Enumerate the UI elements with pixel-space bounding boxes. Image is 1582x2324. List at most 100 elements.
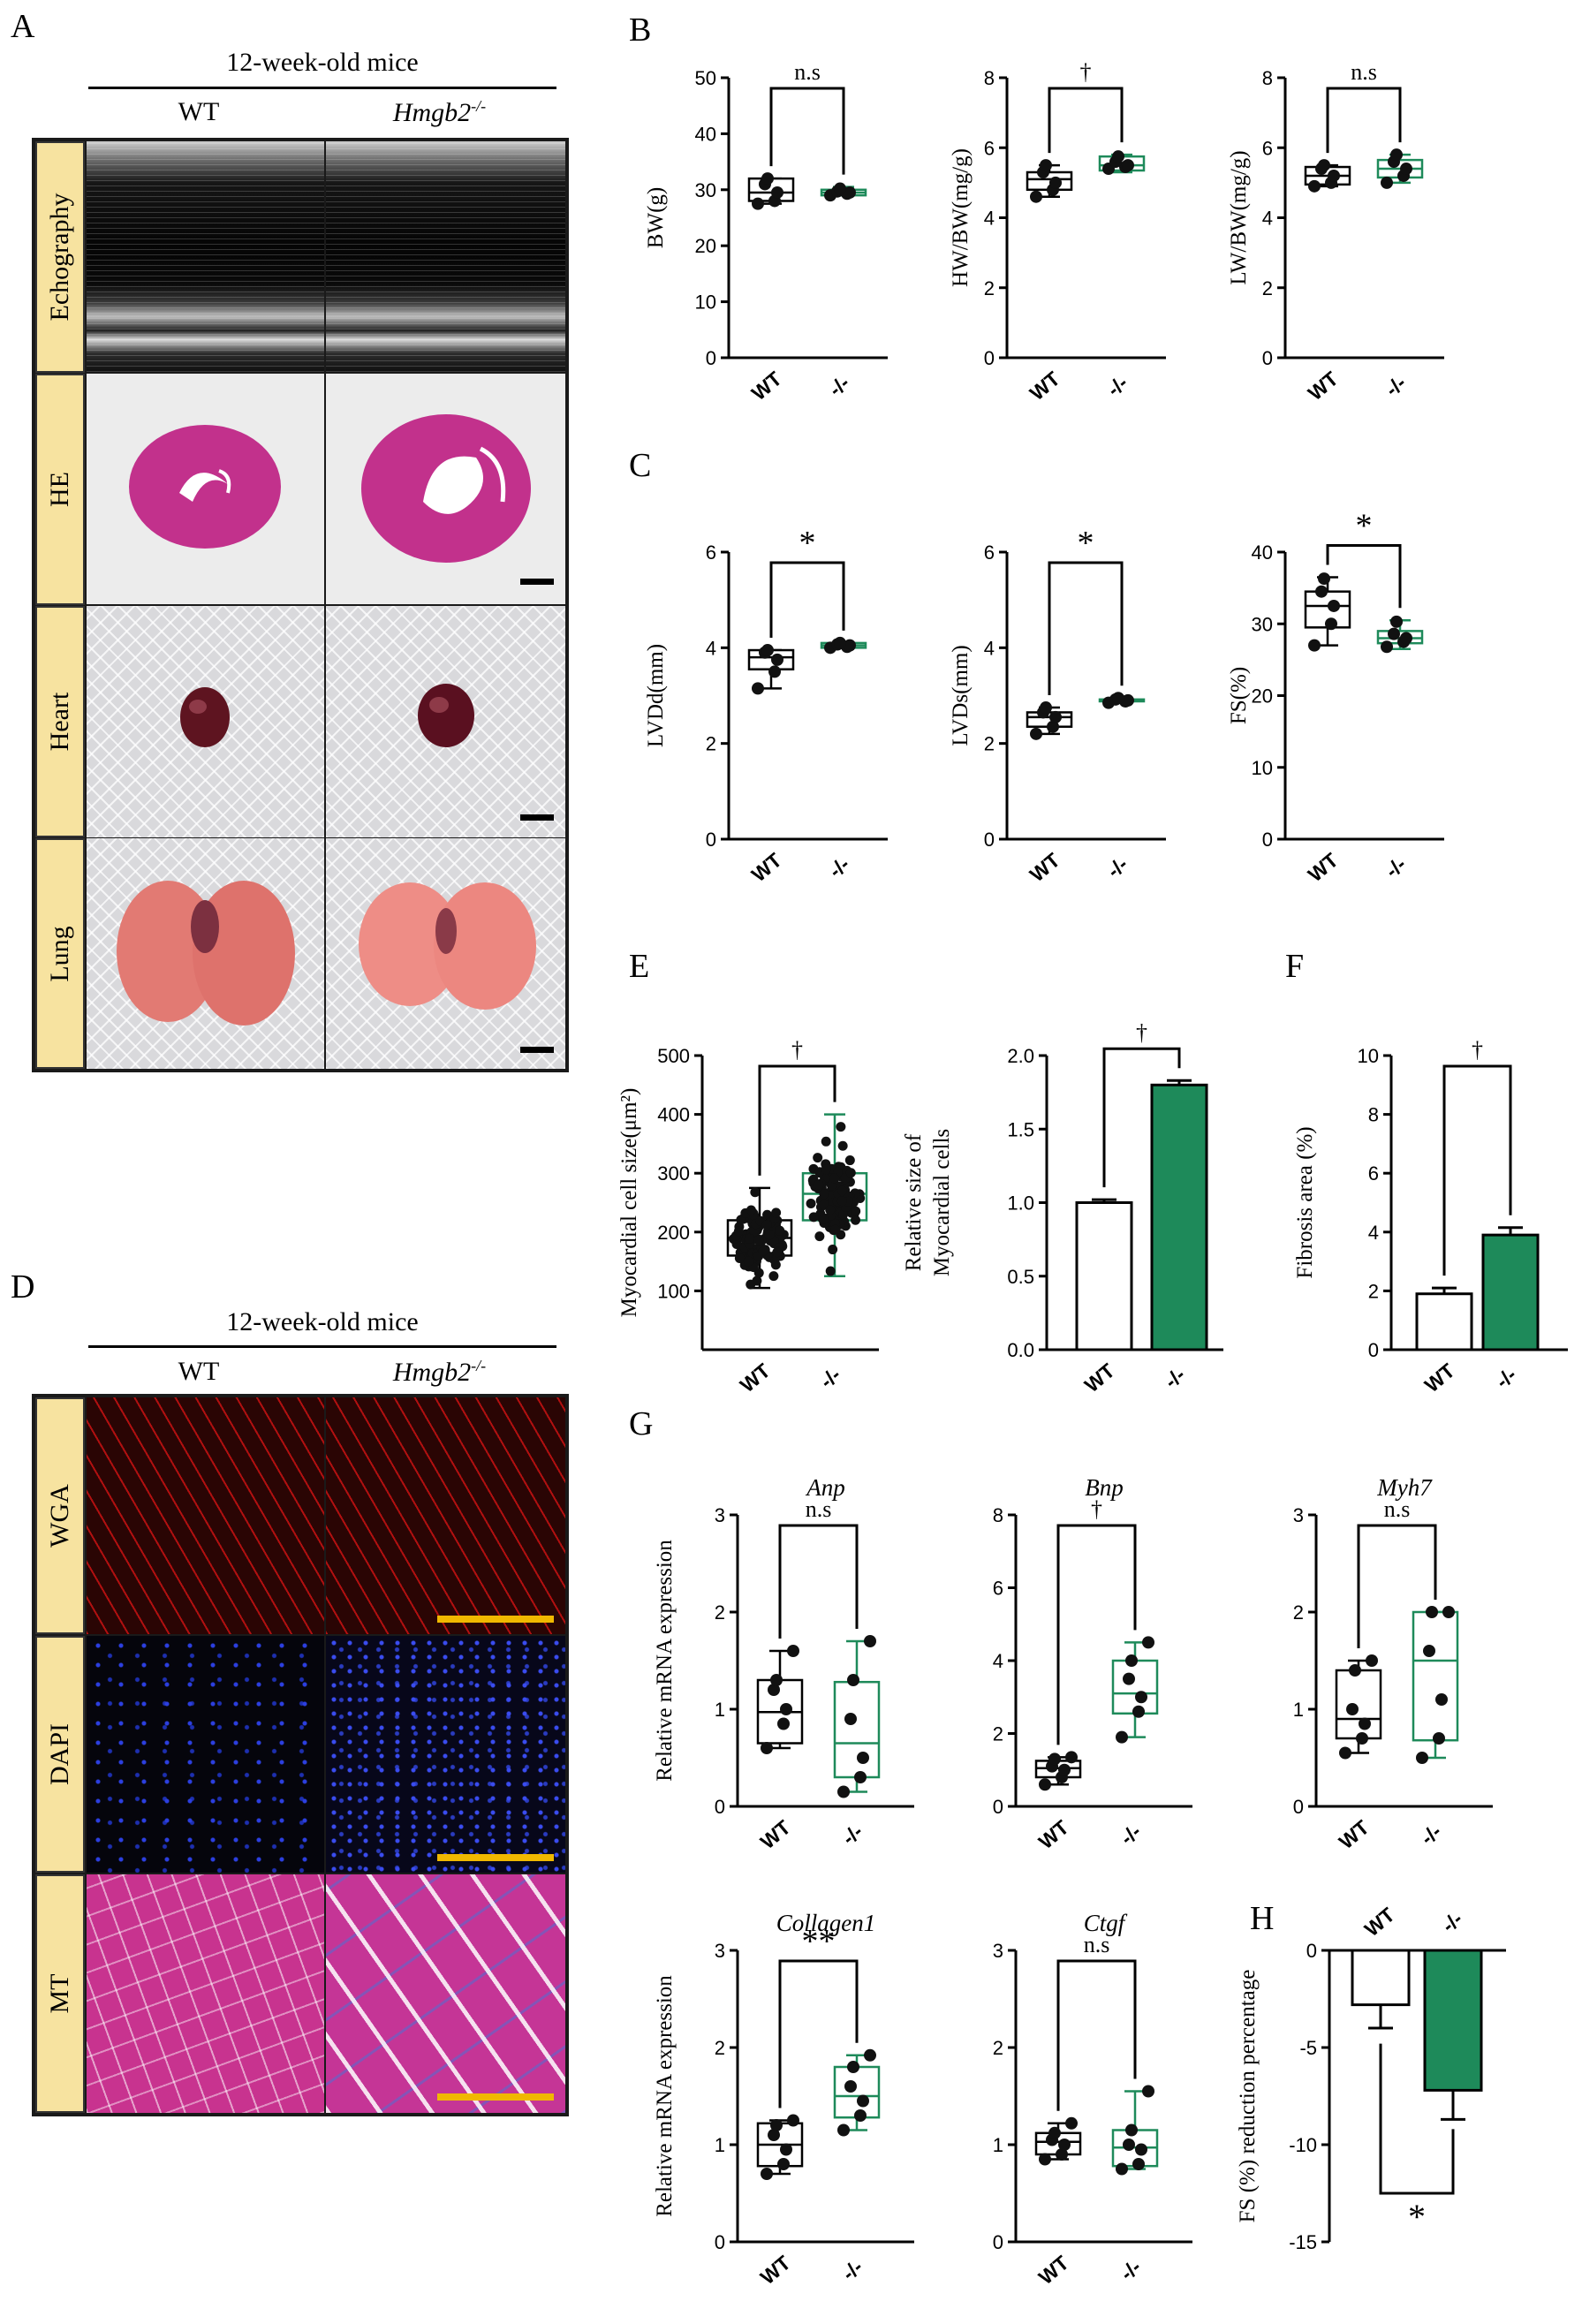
fs-ytick-label: 10: [1252, 757, 1273, 779]
collagen1-box: [833, 2065, 881, 2119]
cellsize-ytick-label: 400: [657, 1104, 690, 1126]
cellsize-point: [746, 1205, 756, 1215]
bnp-point: [1132, 1705, 1145, 1718]
ctgf-point: [1132, 2158, 1145, 2170]
anp-point: [854, 1771, 867, 1783]
collagen1-point: [837, 2123, 850, 2137]
hwbw-point: [1040, 159, 1052, 172]
collagen1-point: [787, 2114, 799, 2127]
cellsize-point: [851, 1206, 861, 1216]
lvdd-point: [761, 644, 774, 657]
fibrosis-ytick-label: 4: [1368, 1222, 1379, 1244]
cellsize-point: [734, 1253, 745, 1264]
lwbw-ytick-label: 6: [1262, 137, 1273, 159]
bnp-ytick-label: 2: [993, 1723, 1003, 1745]
panel-a-header-line: [88, 87, 556, 89]
lvds-ytick-label: 4: [984, 637, 995, 659]
heart-ko-image: [326, 606, 565, 837]
cellsize-sig-label: †: [791, 1037, 803, 1063]
collagen1-sig-bracket: [778, 1959, 859, 2108]
bw-point: [752, 197, 764, 210]
anp-point: [844, 1713, 857, 1725]
bnp-point: [1135, 1691, 1147, 1704]
fibrosis-category-label: WT: [1420, 1359, 1459, 1397]
bw-point: [844, 185, 856, 199]
mt-ko-image: [326, 1874, 565, 2113]
lvds-category-label: WT: [1026, 848, 1064, 886]
lung-wt-image: [87, 838, 324, 1069]
ctgf-point: [1056, 2148, 1068, 2161]
bnp-box: [1111, 1659, 1159, 1715]
hwbw-category-label: -/-: [1102, 371, 1132, 401]
ctgf-category-label: WT: [1034, 2251, 1073, 2289]
lwbw-point: [1390, 148, 1403, 162]
fs-sig-label: *: [1356, 507, 1373, 544]
myh7-point: [1346, 1703, 1359, 1715]
fs-point: [1388, 627, 1400, 640]
bw-ylabel: BW(g): [644, 187, 668, 248]
fibrosis-category-label: -/-: [1491, 1363, 1520, 1393]
fs-ytick-label: 30: [1252, 613, 1273, 635]
cellsize-point: [761, 1220, 772, 1230]
collagen1-ytick-label: 1: [715, 2134, 725, 2156]
lvdd-point: [771, 653, 783, 666]
hwbw-ytick-label: 4: [984, 208, 995, 230]
fsreduction-category-label: -/-: [1437, 1907, 1466, 1937]
row-label-heart: Heart: [35, 606, 85, 837]
collagen1-category-label: -/-: [837, 2255, 867, 2285]
fibrosis-ytick-label: 6: [1368, 1162, 1379, 1185]
bnp-category-label: -/-: [1116, 1820, 1145, 1850]
anp-ytick-label: 1: [715, 1699, 725, 1721]
bnp-point: [1123, 1672, 1135, 1685]
bnp-title: Bnp: [1085, 1474, 1124, 1501]
bnp-ytick-label: 8: [993, 1504, 1003, 1526]
anp-sig-bracket: [778, 1524, 859, 1639]
cellsize-ytick-label: 200: [657, 1222, 690, 1244]
collagen1-ytick-label: 2: [715, 2037, 725, 2059]
lvdd-category-label: WT: [747, 848, 786, 886]
wga-scale-bar: [437, 1616, 554, 1623]
fs-point: [1381, 640, 1393, 654]
cellsize-point: [771, 1207, 782, 1218]
lwbw-sig-label: n.s: [1351, 59, 1377, 85]
bw-ytick-label: 10: [695, 291, 716, 314]
fs-category-label: WT: [1304, 848, 1343, 886]
anp-title: Anp: [805, 1474, 845, 1501]
relsize-ytick-label: 1.5: [1007, 1118, 1034, 1140]
fs-ytick-label: 40: [1252, 541, 1273, 564]
lvdd-point: [768, 665, 781, 678]
fs-point: [1328, 599, 1340, 612]
mt-wt-image: [87, 1874, 324, 2113]
collagen1-point: [864, 2048, 876, 2062]
fsreduction-category-label: WT: [1360, 1903, 1399, 1941]
ctgf-category-label: -/-: [1116, 2255, 1145, 2285]
lvds-point: [1049, 710, 1062, 723]
relsize-category-label: -/-: [1160, 1363, 1189, 1393]
hwbw-ytick-label: 0: [984, 347, 995, 369]
anp-point: [837, 1785, 850, 1798]
myh7-ytick-label: 3: [1293, 1504, 1304, 1526]
relsize-bar: [1075, 1201, 1133, 1351]
anp-point: [761, 1742, 773, 1754]
bw-sig-label: n.s: [794, 59, 821, 85]
bnp-sig-label: †: [1091, 1496, 1102, 1522]
lvdd-sig-label: *: [799, 525, 816, 562]
lvdd-point: [844, 639, 856, 652]
bw-category-label: WT: [747, 367, 786, 405]
cellsize-point: [770, 1260, 781, 1270]
collagen1-point: [770, 2119, 783, 2131]
fs-ytick-label: 20: [1252, 685, 1273, 708]
fibrosis-ytick-label: 0: [1368, 1339, 1379, 1361]
lvdd-point: [834, 636, 846, 649]
panel-d-header-line: [88, 1345, 556, 1348]
myh7-sig-bracket: [1357, 1524, 1437, 1648]
lvds-point: [1030, 727, 1042, 740]
hwbw-point: [1112, 150, 1124, 163]
cellsize-point: [806, 1199, 816, 1209]
myh7-ytick-label: 1: [1293, 1699, 1304, 1721]
panel-label-d: D: [11, 1268, 35, 1306]
cellsize-point: [813, 1153, 823, 1163]
lvds-point: [1047, 720, 1059, 733]
lung-ko-image: [326, 838, 565, 1069]
collagen1-sig-label: **: [802, 1923, 836, 1960]
